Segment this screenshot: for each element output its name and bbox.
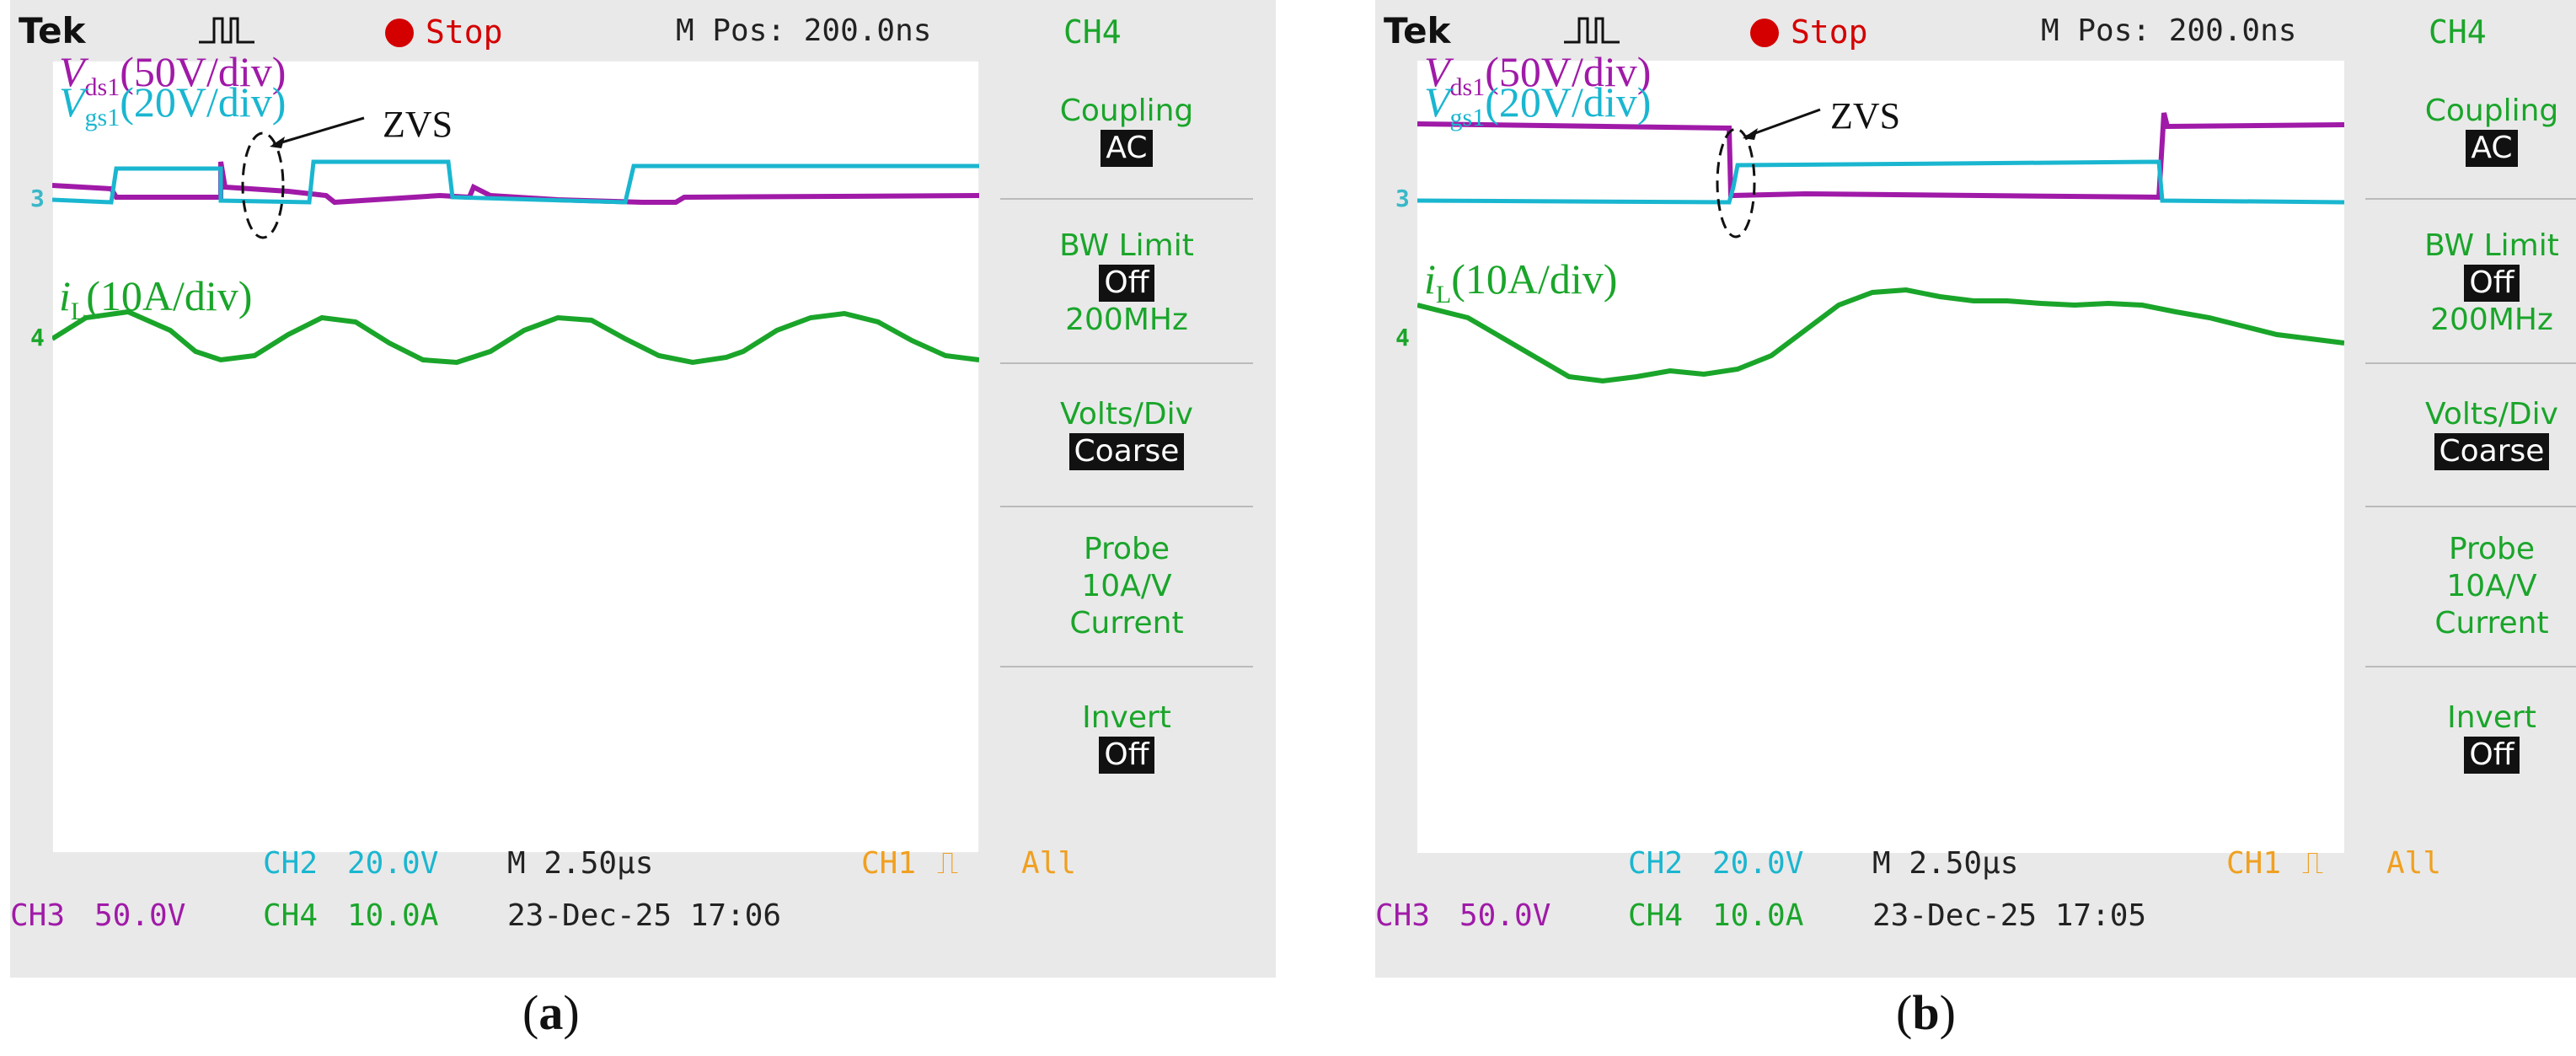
menu-divider xyxy=(1000,666,1253,667)
menu-divider xyxy=(2365,666,2576,667)
invert-menu-item[interactable]: Invert Off xyxy=(1082,700,1171,774)
il-trace xyxy=(52,308,979,366)
invert-menu-item[interactable]: Invert Off xyxy=(2447,700,2536,774)
vds-trace xyxy=(52,161,979,206)
menu-divider xyxy=(1000,506,1253,507)
scope-panel-a: Tek Stop M Pos: 200.0ns CH4 ▼ xyxy=(10,0,1276,978)
date-time: 23-Dec-25 17:06 xyxy=(507,898,782,933)
zvs-annotation: ZVS xyxy=(383,104,453,145)
coupling-menu-item[interactable]: Coupling AC xyxy=(1059,94,1194,167)
trigger-pulse-icon xyxy=(1564,17,1620,44)
vds-label: Vds1(50V/div) xyxy=(1424,48,1652,101)
ch2-scale: 20.0V xyxy=(347,846,439,881)
ch4-scale: 10.0A xyxy=(1712,898,1804,933)
run-status: Stop xyxy=(426,13,503,51)
ch4-label: CH4 xyxy=(263,898,319,933)
ch4-label: CH4 xyxy=(1628,898,1684,933)
brand-logo: Tek xyxy=(19,10,86,51)
side-menu: Coupling AC BW Limit Off 200MHz Volts/Di… xyxy=(992,59,1261,851)
il-label: iL(10A/div) xyxy=(1424,255,1618,308)
ch3-ground-marker: 3 xyxy=(30,185,45,212)
ch4-ground-marker: 4 xyxy=(30,324,45,351)
graticule xyxy=(52,61,979,853)
ch3-label: CH3 xyxy=(1375,898,1431,933)
menu-divider xyxy=(2365,506,2576,507)
probe-menu-item[interactable]: Probe 10A/V Current xyxy=(2434,532,2549,641)
waveform-screen: 3 4 Vds1(50V/div) Vgs1(20V/div) iL(10A/d… xyxy=(30,48,979,853)
trigger-mode: All xyxy=(1021,846,1077,881)
zvs-arrow-head xyxy=(270,137,285,148)
stop-indicator-icon xyxy=(1750,19,1779,47)
menu-divider xyxy=(1000,362,1253,364)
selected-channel: CH4 xyxy=(1063,13,1122,51)
scope-top-bar: Tek Stop M Pos: 200.0ns CH4 ▼ xyxy=(1375,0,2576,82)
ch1-trigger-label: CH1 xyxy=(861,846,917,881)
side-menu: Coupling AC BW Limit Off 200MHz Volts/Di… xyxy=(2357,59,2576,851)
trigger-edge-icon: ⎍ xyxy=(937,846,959,881)
ch3-scale: 50.0V xyxy=(1459,898,1551,933)
caption-a: (a) xyxy=(522,985,580,1040)
waveform-plot xyxy=(1417,108,2344,384)
zvs-arrow xyxy=(1745,108,1821,138)
ch3-ground-marker: 3 xyxy=(1395,185,1410,212)
ch4-scale: 10.0A xyxy=(347,898,439,933)
vds-trace xyxy=(1417,112,2344,201)
waveform-plot xyxy=(52,61,979,853)
zvs-arrow-head xyxy=(1743,128,1758,140)
vgs-label: Vgs1(20V/div) xyxy=(1424,78,1652,131)
run-status: Stop xyxy=(1791,13,1868,51)
zvs-highlight-ellipse xyxy=(1716,127,1756,239)
bw-limit-menu-item[interactable]: BW Limit Off 200MHz xyxy=(1059,228,1194,337)
zvs-annotation: ZVS xyxy=(1830,95,1901,137)
timebase: M 2.50µs xyxy=(507,846,654,881)
menu-divider xyxy=(2365,362,2576,364)
status-bar: CH2 20.0V M 2.50µs CH1 ⎍ All CH3 50.0V C… xyxy=(10,843,1276,978)
horizontal-position: M Pos: 200.0ns xyxy=(676,13,932,48)
ch4-ground-marker: 4 xyxy=(1395,324,1410,351)
trigger-edge-icon: ⎍ xyxy=(2302,846,2324,881)
vgs-label: Vgs1(20V/div) xyxy=(59,78,287,131)
probe-menu-item[interactable]: Probe 10A/V Current xyxy=(1069,532,1184,641)
brand-logo: Tek xyxy=(1384,10,1451,51)
coupling-menu-item[interactable]: Coupling AC xyxy=(2424,94,2559,167)
timebase: M 2.50µs xyxy=(1872,846,2019,881)
zvs-highlight-ellipse xyxy=(241,131,285,239)
trigger-mode: All xyxy=(2386,846,2442,881)
ch1-trigger-label: CH1 xyxy=(2226,846,2282,881)
volts-div-menu-item[interactable]: Volts/Div Coarse xyxy=(2425,397,2558,470)
horizontal-position: M Pos: 200.0ns xyxy=(2041,13,2297,48)
vgs-trace xyxy=(1417,159,2344,205)
volts-div-menu-item[interactable]: Volts/Div Coarse xyxy=(1060,397,1193,470)
trigger-pulse-icon xyxy=(199,17,254,44)
zvs-arrow xyxy=(272,116,365,147)
bw-limit-menu-item[interactable]: BW Limit Off 200MHz xyxy=(2424,228,2559,337)
stop-indicator-icon xyxy=(385,19,414,47)
vgs-trace xyxy=(52,159,979,205)
waveform-screen: 3 4 Vds1(50V/div) Vgs1(20V/div) iL(10A/d… xyxy=(1395,48,2344,853)
date-time: 23-Dec-25 17:05 xyxy=(1872,898,2147,933)
ch2-label: CH2 xyxy=(1628,846,1684,881)
il-label: iL(10A/div) xyxy=(59,272,253,325)
caption-b: (b) xyxy=(1896,985,1956,1040)
menu-divider xyxy=(2365,198,2576,200)
ch3-label: CH3 xyxy=(10,898,66,933)
selected-channel: CH4 xyxy=(2429,13,2487,51)
scope-panel-b: Tek Stop M Pos: 200.0ns CH4 ▼ 3 4 Vds1(5… xyxy=(1375,0,2576,978)
ch2-label: CH2 xyxy=(263,846,319,881)
ch3-scale: 50.0V xyxy=(94,898,186,933)
ch2-scale: 20.0V xyxy=(1712,846,1804,881)
menu-divider xyxy=(1000,198,1253,200)
il-trace xyxy=(1417,287,2344,384)
vds-label: Vds1(50V/div) xyxy=(59,48,287,101)
status-bar: CH2 20.0V M 2.50µs CH1 ⎍ All CH3 50.0V C… xyxy=(1375,843,2576,978)
